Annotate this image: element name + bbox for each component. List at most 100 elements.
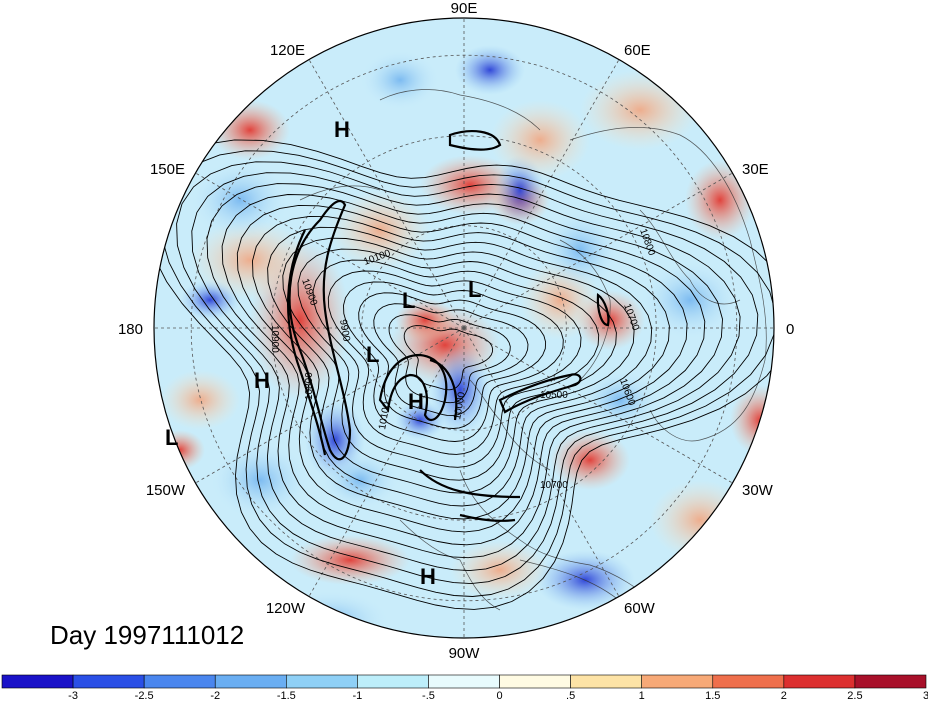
pressure-systems: H L L L H H L H	[165, 117, 481, 589]
longitude-line	[195, 327, 465, 484]
longitude-label: 180	[118, 321, 143, 338]
anomaly-patch	[330, 190, 430, 270]
contour-label: 10800	[304, 372, 315, 400]
longitude-label: 150E	[150, 161, 185, 178]
height-contour	[282, 237, 635, 494]
colorbar-tick-label: 0	[496, 690, 502, 702]
height-contour	[343, 281, 564, 442]
longitude-label: 120W	[266, 600, 306, 617]
longitude-label: 30W	[742, 482, 774, 499]
longitude-line	[463, 327, 733, 484]
colorbar-swatch	[570, 674, 642, 689]
low-pressure-marker: L	[402, 288, 415, 313]
height-contour	[176, 161, 759, 585]
longitude-line	[195, 172, 465, 329]
colorbar-tick-label: -2	[210, 690, 220, 702]
longitude-line	[463, 327, 620, 597]
longitude-labels: 90E 60E 30E 0 30W 60W 90W 120W 150W 180 150E 120E	[118, 0, 794, 662]
height-contour	[297, 248, 617, 481]
height-contour	[373, 303, 529, 417]
colorbar-swatch	[641, 674, 714, 689]
colorbar-swatch	[854, 674, 927, 689]
high-pressure-marker: H	[334, 117, 350, 142]
anomaly-patch	[450, 540, 550, 600]
contour-label: 10500	[540, 390, 568, 401]
anomaly-patch	[190, 160, 290, 240]
map-boundary	[153, 17, 775, 639]
contour-label: 9900	[337, 319, 352, 343]
height-contour	[327, 270, 582, 455]
colorbar-swatch	[428, 674, 500, 689]
height-contour	[312, 259, 600, 468]
height-contour	[267, 226, 653, 507]
longitude-label: 120E	[270, 42, 305, 59]
low-pressure-marker: L	[366, 342, 379, 367]
high-pressure-marker: H	[254, 368, 270, 393]
height-contour	[191, 172, 741, 572]
colorbar-tick-label: .5	[566, 690, 575, 702]
high-pressure-marker: H	[408, 389, 424, 414]
colorbar-swatch	[783, 674, 856, 689]
colorbar-swatch	[286, 674, 358, 689]
colorbar: -3 -2.5 -2 -1.5 -1 -.5 0 .5 1 1.5 2 2.5 3	[1, 674, 928, 702]
anomaly-patch	[455, 45, 525, 95]
anomaly-patch	[490, 100, 590, 180]
colorbar-tick-label: -1	[352, 690, 362, 702]
longitude-line	[308, 59, 465, 329]
colorbar-tick-label: 2	[781, 690, 787, 702]
colorbar-tick-label: -3	[68, 690, 78, 702]
high-pressure-marker: H	[420, 564, 436, 589]
contour-label: 10700	[540, 480, 568, 491]
colorbar-swatch	[712, 674, 785, 689]
low-pressure-marker: L	[165, 425, 178, 450]
contour-label: 10900	[269, 325, 280, 353]
longitude-label: 90W	[449, 645, 481, 662]
colorbar-tick-label: -1.5	[277, 690, 296, 702]
low-pressure-marker: L	[468, 277, 481, 302]
anomaly-patch	[550, 430, 630, 490]
contour-label: 10000	[452, 391, 468, 421]
longitude-label: 90E	[451, 0, 478, 17]
anomaly-patch	[290, 535, 410, 585]
height-contour	[221, 194, 706, 546]
colorbar-tick-label: 1.5	[705, 690, 720, 702]
anomaly-patch	[190, 220, 310, 300]
longitude-label: 0	[786, 321, 794, 338]
height-contour	[252, 215, 670, 520]
longitude-line	[463, 59, 620, 329]
longitude-label: 60W	[624, 600, 656, 617]
colorbar-tick-label: 1	[639, 690, 645, 702]
colorbar-swatch	[499, 674, 571, 689]
anomaly-patch	[320, 450, 400, 510]
colorbar-tick-label: 3	[923, 690, 928, 702]
contour-label: 10100	[377, 401, 393, 431]
anomaly-field	[154, 18, 774, 638]
anomaly-patch	[360, 50, 440, 110]
anomaly-patch	[155, 430, 205, 470]
colorbar-tick-label: -.5	[422, 690, 435, 702]
colorbar-swatch	[143, 674, 216, 689]
day-label: Day 1997111012	[50, 620, 245, 650]
anomaly-patch	[210, 440, 310, 520]
colorbar-tick-label: -2.5	[135, 690, 154, 702]
colorbar-tick-label: 2.5	[847, 690, 862, 702]
anomaly-patch	[160, 370, 240, 430]
colorbar-swatch	[214, 674, 287, 689]
height-contour	[358, 292, 547, 429]
height-contour	[154, 139, 774, 610]
colorbar-swatch	[1, 674, 74, 689]
height-contour	[206, 183, 723, 559]
longitude-line	[463, 172, 733, 329]
anomaly-patch	[430, 345, 490, 435]
longitude-label: 60E	[624, 42, 651, 59]
anomaly-patch	[540, 210, 620, 290]
height-contour	[161, 150, 774, 597]
colorbar-swatch	[357, 674, 429, 689]
height-contour	[388, 314, 511, 404]
jet-contours	[287, 130, 610, 522]
longitude-label: 150W	[146, 482, 186, 499]
anomaly-patch	[270, 590, 390, 638]
longitude-label: 30E	[742, 161, 769, 178]
anomaly-patch	[580, 70, 700, 150]
